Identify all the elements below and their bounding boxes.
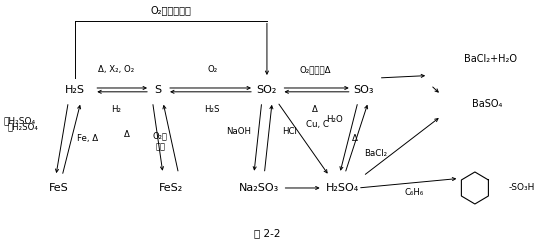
Text: O₂，催，Δ: O₂，催，Δ [299, 65, 331, 74]
Text: Δ, X₂, O₂: Δ, X₂, O₂ [98, 65, 134, 74]
Text: Δ: Δ [124, 130, 130, 139]
Text: O₂: O₂ [207, 65, 218, 74]
Text: H₂O: H₂O [326, 115, 343, 124]
Text: H₂SO₄: H₂SO₄ [326, 183, 359, 193]
Text: SO₃: SO₃ [353, 85, 373, 95]
Text: BaCl₂+H₂O: BaCl₂+H₂O [464, 54, 517, 64]
Text: Na₂SO₃: Na₂SO₃ [239, 183, 279, 193]
Text: HCl: HCl [282, 127, 296, 136]
Text: Δ: Δ [353, 135, 358, 144]
Text: Fe, Δ: Fe, Δ [77, 135, 98, 144]
Text: H₂S: H₂S [205, 105, 220, 113]
Text: O₂，
燃烧: O₂， 燃烧 [153, 132, 168, 151]
Text: H₂: H₂ [111, 105, 121, 113]
Text: FeS₂: FeS₂ [159, 183, 183, 193]
Text: -SO₃H: -SO₃H [509, 183, 535, 192]
Text: Δ: Δ [312, 105, 318, 113]
Text: H₂S: H₂S [65, 85, 85, 95]
Text: FeS: FeS [49, 183, 69, 193]
Text: BaCl₂: BaCl₂ [364, 149, 388, 158]
Text: 图 2-2: 图 2-2 [254, 228, 280, 238]
Text: C₆H₆: C₆H₆ [404, 188, 423, 197]
Text: S: S [154, 85, 161, 95]
Text: BaSO₄: BaSO₄ [472, 99, 503, 109]
Text: 稀H₂SO₄: 稀H₂SO₄ [4, 116, 36, 126]
Text: Cu, C: Cu, C [306, 120, 329, 129]
Text: O₂，完全燃烧: O₂，完全燃烧 [150, 5, 191, 15]
Text: SO₂: SO₂ [256, 85, 277, 95]
Text: NaOH: NaOH [226, 127, 251, 136]
Text: 稀H₂SO₄: 稀H₂SO₄ [7, 122, 38, 131]
